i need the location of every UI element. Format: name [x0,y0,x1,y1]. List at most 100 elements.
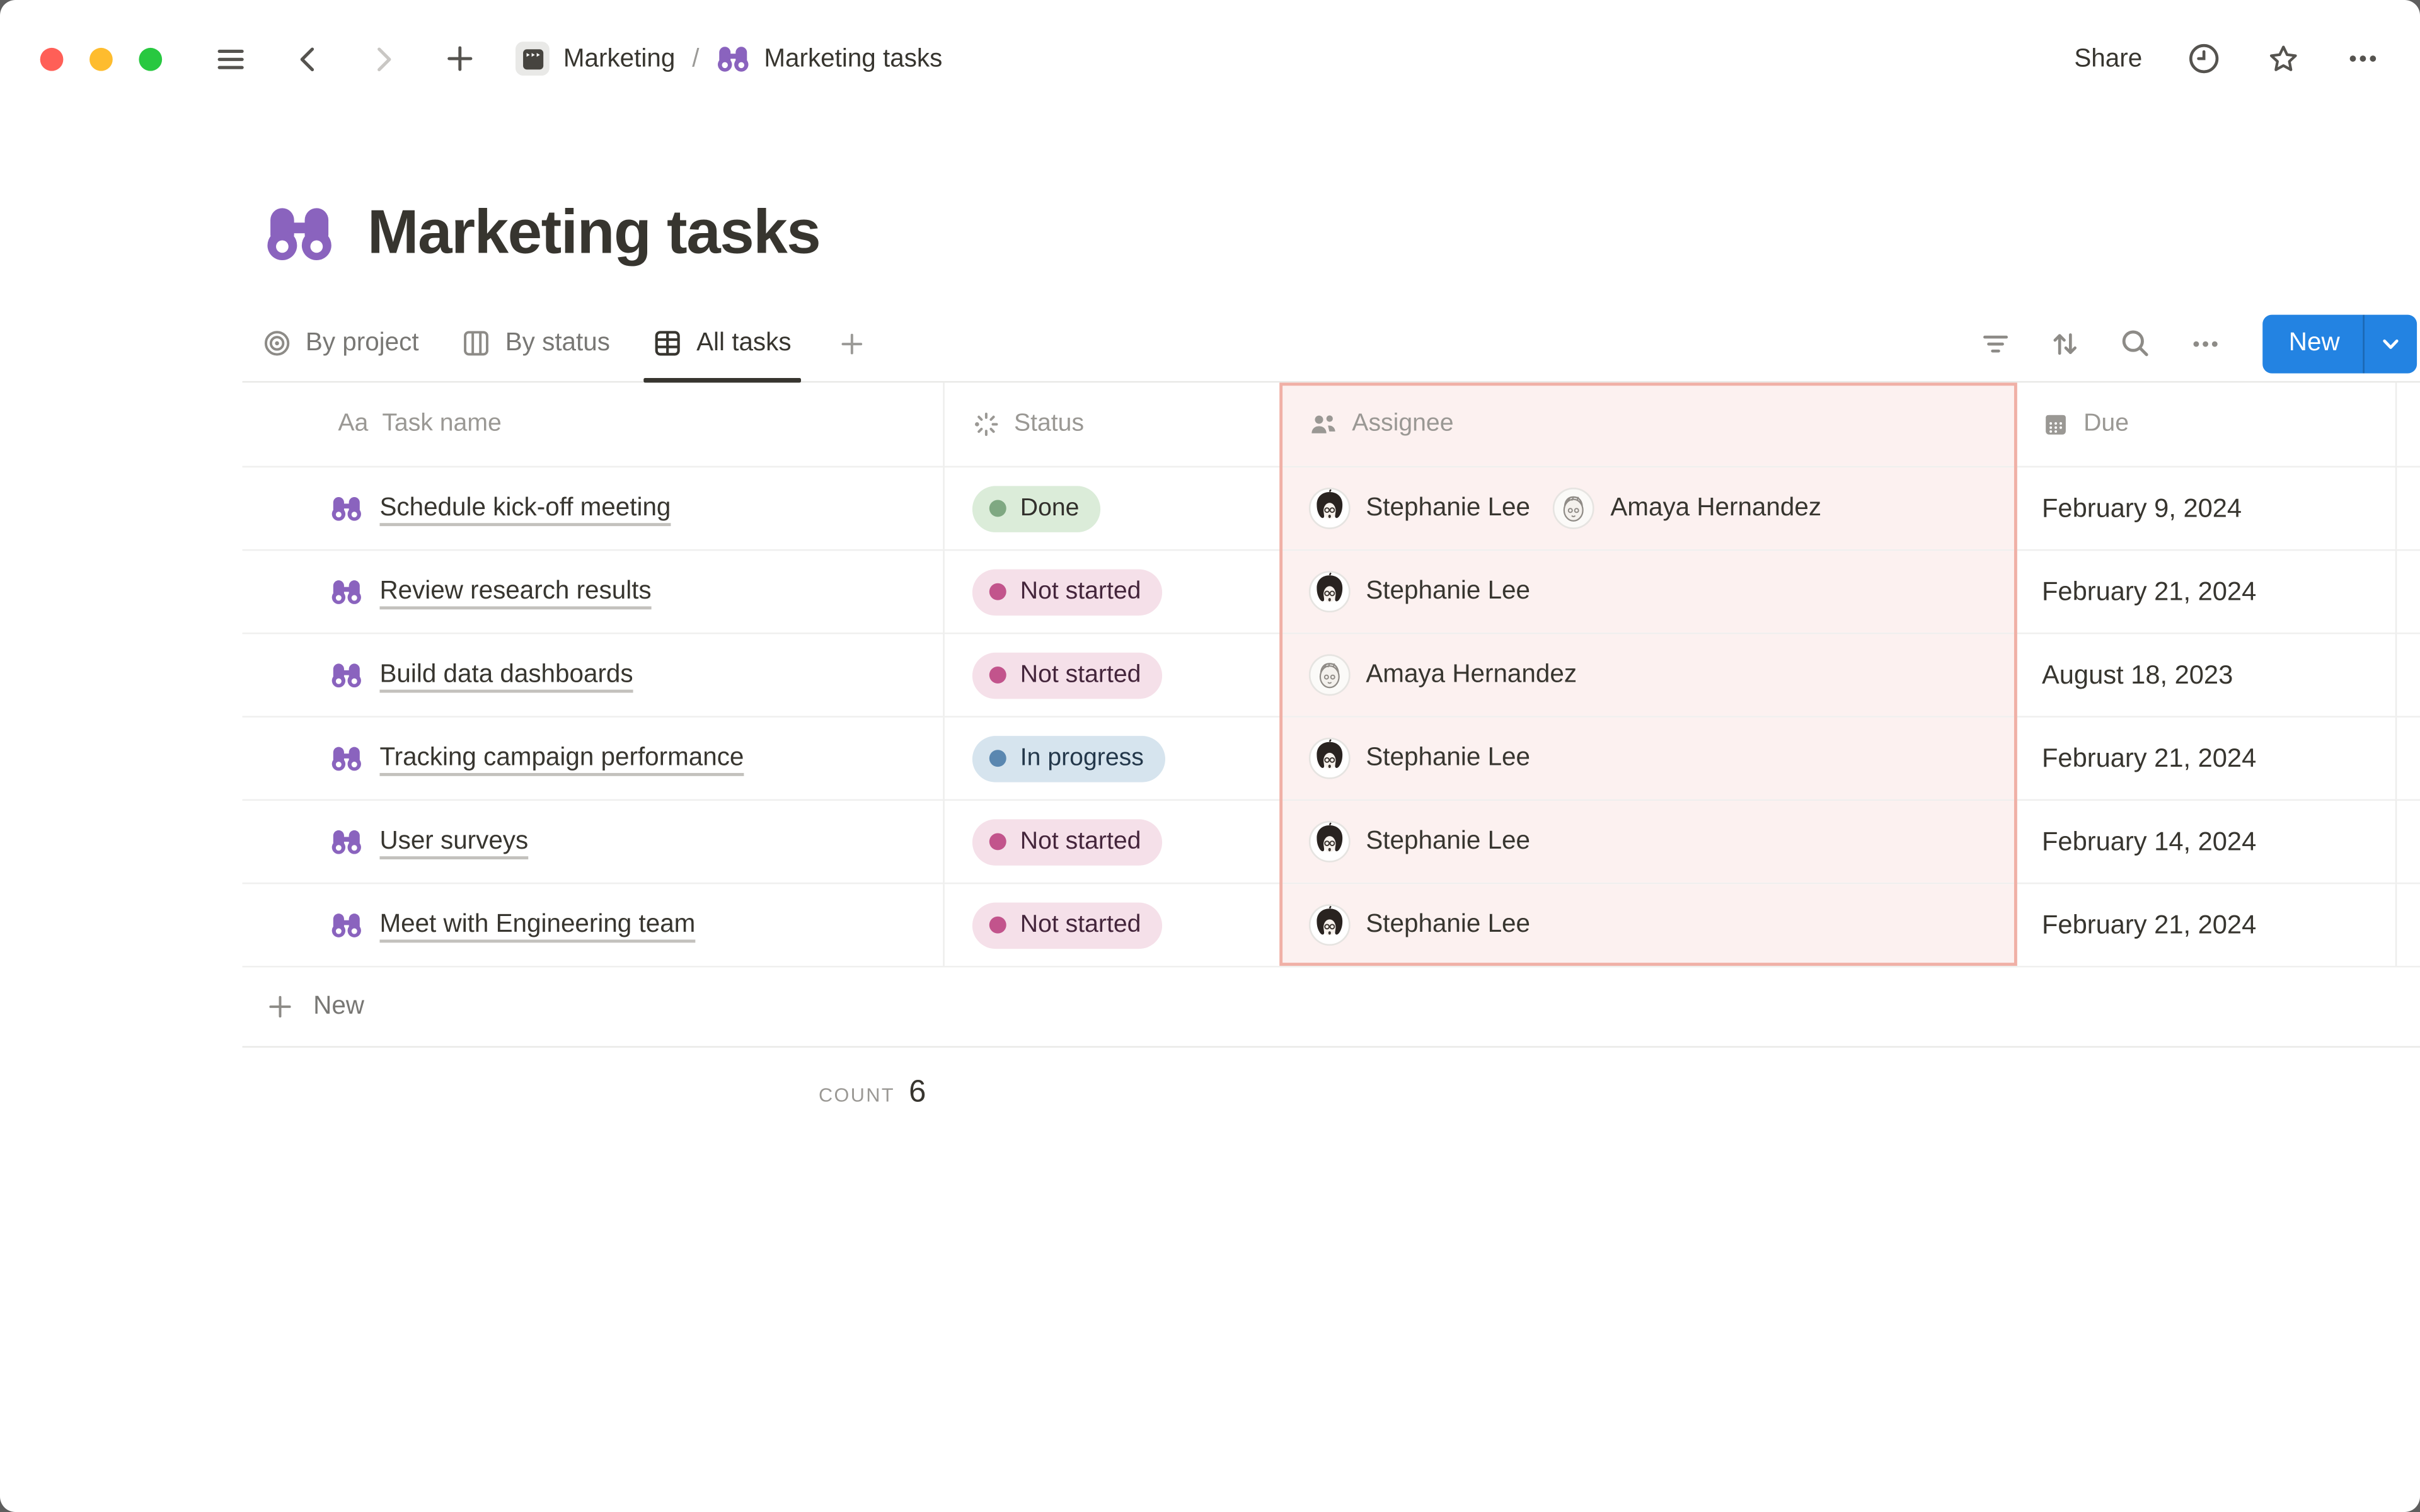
page-content: Marketing tasks By project By status All… [242,197,2420,1134]
count-label: COUNT [818,1084,896,1106]
column-header-assignee[interactable]: Assignee [1281,382,2016,466]
add-view-button[interactable] [838,306,865,381]
nav-controls [214,42,475,74]
assignee-cell[interactable]: Stephanie Lee [1281,551,2016,633]
due-date-cell[interactable]: August 18, 2023 [2015,634,2397,716]
assignee-cell[interactable]: Stephanie Lee [1281,801,2016,883]
status-dot-icon [989,750,1006,767]
task-page-link[interactable]: User surveys [379,827,529,855]
status-pill[interactable]: Not started [972,902,1163,948]
page-binoculars-icon[interactable] [264,197,335,268]
status-label: Not started [1020,911,1141,937]
search-icon[interactable] [2119,327,2151,359]
status-pill[interactable]: Done [972,485,1101,532]
new-task-button[interactable]: New [2262,314,2417,373]
table-icon [655,331,681,356]
task-name-cell[interactable]: Review research results [242,551,945,633]
favorite-star-icon[interactable] [2266,41,2301,76]
breadcrumb: Marketing / Marketing tasks [515,42,942,76]
assignee-cell[interactable]: Stephanie Lee [1281,884,2016,966]
avatar [1308,904,1351,946]
task-name-cell[interactable]: User surveys [242,801,945,883]
breadcrumb-item-marketing-tasks[interactable]: Marketing tasks [716,42,942,76]
add-column-area[interactable] [2397,382,2420,466]
due-date-cell[interactable]: February 21, 2024 [2015,717,2397,799]
status-dot-icon [989,833,1006,850]
binoculars-icon [716,42,750,76]
status-pill[interactable]: Not started [972,568,1163,615]
assignee-chip[interactable]: Stephanie Lee [1308,820,1530,862]
task-page-link[interactable]: Meet with Engineering team [379,910,696,938]
new-row-button[interactable]: New [242,966,2420,1048]
assignee-name: Amaya Hernandez [1366,660,1577,689]
tab-by-status[interactable]: By status [462,306,610,381]
status-cell[interactable]: Not started [945,884,1281,966]
sidebar-menu-icon[interactable] [214,42,246,74]
assignee-chip[interactable]: Stephanie Lee [1308,737,1530,779]
view-more-icon[interactable] [2190,328,2221,358]
assignee-chip[interactable]: Stephanie Lee [1308,487,1530,530]
task-page-link[interactable]: Review research results [379,576,652,605]
updates-clock-icon[interactable] [2187,42,2221,76]
back-icon[interactable] [293,44,323,74]
status-pill[interactable]: In progress [972,735,1166,782]
chevron-down-icon[interactable] [2365,314,2417,372]
task-name-cell[interactable]: Build data dashboards [242,634,945,716]
tab-all-tasks[interactable]: All tasks [643,306,802,383]
status-cell[interactable]: Not started [945,634,1281,716]
assignee-cell[interactable]: Stephanie Lee Amaya Hernandez [1281,467,2016,549]
column-header-task-name[interactable]: Aa Task name [242,382,945,466]
assignee-name: Stephanie Lee [1366,910,1531,938]
tab-by-project[interactable]: By project [262,306,419,381]
assignee-chip[interactable]: Amaya Hernandez [1308,654,1577,696]
view-tabs: By project By status All tasks [242,306,865,383]
breadcrumb-item-marketing[interactable]: Marketing [515,42,675,76]
filter-icon[interactable] [1980,328,2011,358]
new-task-button-label[interactable]: New [2288,328,2340,357]
assignee-chip[interactable]: Stephanie Lee [1308,904,1531,946]
task-page-link[interactable]: Schedule kick-off meeting [379,493,671,522]
share-button[interactable]: Share [2074,44,2142,74]
task-page-link[interactable]: Tracking campaign performance [379,743,744,772]
status-label: Not started [1020,827,1141,854]
task-name-cell[interactable]: Tracking campaign performance [242,717,945,799]
zoom-window-button[interactable] [139,47,163,71]
status-cell[interactable]: Done [945,467,1281,549]
status-cell[interactable]: Not started [945,801,1281,883]
assignee-cell[interactable]: Amaya Hernandez [1281,634,2016,716]
column-header-due[interactable]: Due [2015,382,2397,466]
new-page-plus-icon[interactable] [444,43,475,74]
due-date-cell[interactable]: February 14, 2024 [2015,801,2397,883]
assignee-chip[interactable]: Stephanie Lee [1308,571,1531,613]
close-window-button[interactable] [40,47,64,71]
forward-icon[interactable] [369,44,398,74]
plus-icon [841,333,862,354]
tab-label: By project [305,328,419,357]
sort-icon[interactable] [2049,328,2080,358]
due-date-cell[interactable]: February 9, 2024 [2015,467,2397,549]
plus-icon [269,995,291,1018]
assignee-name: Stephanie Lee [1366,576,1531,605]
column-calculation[interactable]: COUNT 6 [242,1048,944,1134]
button-divider [2363,314,2365,373]
target-icon [264,331,290,356]
due-date-cell[interactable]: February 21, 2024 [2015,551,2397,633]
assignee-cell[interactable]: Stephanie Lee [1281,717,2016,799]
status-pill[interactable]: Not started [972,651,1163,699]
status-cell[interactable]: In progress [945,718,1281,799]
due-date: February 21, 2024 [2042,743,2257,772]
task-name-cell[interactable]: Schedule kick-off meeting [242,467,945,549]
more-options-icon[interactable] [2346,42,2380,76]
status-dot-icon [989,666,1006,684]
status-cell[interactable]: Not started [945,551,1281,633]
task-page-link[interactable]: Build data dashboards [379,660,633,689]
assignee-chip[interactable]: Amaya Hernandez [1553,487,1821,530]
task-name-cell[interactable]: Meet with Engineering team [242,884,945,966]
minimize-window-button[interactable] [89,47,113,71]
binoculars-icon [330,825,362,857]
due-date-cell[interactable]: February 21, 2024 [2015,884,2397,966]
column-header-status[interactable]: Status [945,382,1281,466]
status-pill[interactable]: Not started [972,818,1163,865]
page-title[interactable]: Marketing tasks [367,198,821,266]
calendar-icon [2046,415,2066,435]
